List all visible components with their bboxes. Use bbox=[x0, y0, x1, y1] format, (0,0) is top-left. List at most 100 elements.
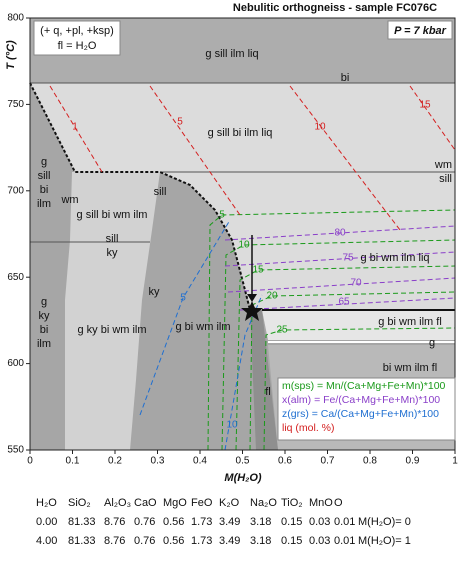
y-tick-label: 650 bbox=[7, 272, 24, 283]
contour-line bbox=[227, 277, 456, 293]
x-tick-label: 0.4 bbox=[193, 456, 207, 467]
field-label: sill bbox=[38, 170, 51, 182]
legend-entry: x(alm) = Fe/(Ca+Mg+Fe+Mn)*100 bbox=[282, 394, 440, 406]
field-label: g bbox=[41, 156, 47, 168]
field-label: g bi wm ilm bbox=[175, 321, 230, 333]
y-tick-label: 600 bbox=[7, 358, 24, 369]
table-cell: 81.33 bbox=[68, 516, 96, 528]
field-label: ilm bbox=[37, 338, 51, 350]
contour-label: 10 bbox=[226, 420, 238, 431]
table-cell: 3.18 bbox=[250, 516, 271, 528]
table-cell: M(H₂O)= 0 bbox=[358, 516, 411, 528]
legend-entry: z(grs) = Ca/(Ca+Mg+Fe+Mn)*100 bbox=[282, 408, 439, 420]
x-tick-label: 0.2 bbox=[108, 456, 122, 467]
star bbox=[241, 301, 263, 321]
pressure-box bbox=[387, 20, 453, 40]
contour-label: 1 bbox=[72, 122, 78, 133]
field-shade bbox=[262, 310, 455, 340]
field-label: g sill ilm liq bbox=[205, 48, 258, 60]
table-cell: 0.00 bbox=[36, 516, 57, 528]
field-label: sill bbox=[154, 186, 167, 198]
table-header: CaO bbox=[134, 497, 157, 509]
field-label: bi bbox=[40, 184, 49, 196]
field-label: g bi wm ilm fl bbox=[378, 316, 442, 328]
table-cell: 3.49 bbox=[219, 516, 240, 528]
y-tick-label: 550 bbox=[7, 445, 24, 456]
y-tick-label: 700 bbox=[7, 185, 24, 196]
x-tick-label: 0.3 bbox=[151, 456, 165, 467]
table-cell: 81.33 bbox=[68, 535, 96, 547]
table-cell: 8.76 bbox=[104, 516, 125, 528]
table-cell: 0.03 bbox=[309, 516, 330, 528]
field-label: g sill bi ilm liq bbox=[208, 127, 273, 139]
table-cell: 1.73 bbox=[191, 535, 212, 547]
field-label: g sill bi wm ilm bbox=[77, 209, 148, 221]
contour-line bbox=[207, 209, 456, 451]
field-label: fl bbox=[265, 386, 271, 398]
contour-label: 20 bbox=[266, 291, 278, 302]
solidus bbox=[29, 82, 251, 311]
note: fl = H₂O bbox=[58, 40, 97, 52]
table-cell: 3.18 bbox=[250, 535, 271, 547]
contour-label: 80 bbox=[334, 228, 346, 239]
contour-line bbox=[235, 265, 456, 451]
table-cell: 0.01 bbox=[334, 535, 355, 547]
table-cell: 4.00 bbox=[36, 535, 57, 547]
field-label: bi bbox=[341, 72, 350, 84]
field-label: wm bbox=[60, 194, 78, 206]
x-tick-label: 0 bbox=[27, 456, 33, 467]
table-cell: 0.56 bbox=[163, 535, 184, 547]
field-label: ky bbox=[39, 310, 51, 322]
table-cell: 0.76 bbox=[134, 535, 155, 547]
table-cell: 0.01 bbox=[334, 516, 355, 528]
field-shade bbox=[30, 83, 455, 310]
table-header: MgO bbox=[163, 497, 187, 509]
table-cell: 0.76 bbox=[134, 516, 155, 528]
contour-label: 70 bbox=[350, 278, 362, 289]
table-header: SiO₂ bbox=[68, 497, 91, 509]
table-header: FeO bbox=[191, 497, 213, 509]
note: (+ q, +pl, +ksp) bbox=[40, 25, 114, 37]
field-label: g ky bi wm ilm bbox=[77, 324, 146, 336]
y-tick-label: 800 bbox=[7, 13, 24, 24]
chart-title: Nebulitic orthogneiss - sample FC076C bbox=[233, 2, 437, 14]
contour-line bbox=[409, 85, 456, 151]
contour-label: 10 bbox=[238, 240, 250, 251]
field-label: bi wm ilm fl bbox=[383, 362, 437, 374]
composition-table: H₂O SiO₂ Al₂O₃ CaO MgO FeO K₂O Na₂O TiO₂ MnO O 0.00… bbox=[36, 497, 411, 547]
contour-label: 5 bbox=[219, 210, 225, 221]
table-cell: 1.73 bbox=[191, 516, 212, 528]
field-label: g bi wm ilm liq bbox=[360, 252, 429, 264]
legend-entry: m(sps) = Mn/(Ca+Mg+Fe+Mn)*100 bbox=[282, 380, 446, 392]
y-axis-label: T (°C) bbox=[5, 40, 17, 70]
field-shade bbox=[250, 310, 278, 450]
contour-line bbox=[289, 85, 401, 231]
contour-line bbox=[149, 85, 241, 216]
table-cell: 8.76 bbox=[104, 535, 125, 547]
field-label: g bbox=[429, 337, 435, 349]
field-label: bi bbox=[40, 324, 49, 336]
x-tick-label: 0.7 bbox=[321, 456, 335, 467]
field-label: g bbox=[41, 296, 47, 308]
contour-line bbox=[221, 239, 456, 451]
field-label: sill bbox=[106, 233, 119, 245]
contour-label: 75 bbox=[342, 253, 354, 264]
table-header: O bbox=[334, 497, 343, 509]
table-cell: 0.15 bbox=[281, 535, 302, 547]
contour-label: 15 bbox=[252, 265, 264, 276]
contour-label: 10 bbox=[314, 122, 326, 133]
table-header: H₂O bbox=[36, 497, 57, 509]
contour-label: 65 bbox=[338, 297, 350, 308]
contour-line bbox=[249, 291, 456, 451]
contour-line bbox=[224, 251, 456, 267]
table-cell: M(H₂O)= 1 bbox=[358, 535, 411, 547]
contour-label: 5 bbox=[177, 117, 183, 128]
field-label: ky bbox=[149, 286, 161, 298]
contour-label: 15 bbox=[419, 100, 431, 111]
y-tick-label: 750 bbox=[7, 99, 24, 110]
x-axis-label: M(H₂O) bbox=[224, 472, 262, 484]
x-tick-label: 1 bbox=[452, 456, 458, 467]
contour-line bbox=[263, 327, 456, 451]
x-tick-label: 0.9 bbox=[406, 456, 420, 467]
